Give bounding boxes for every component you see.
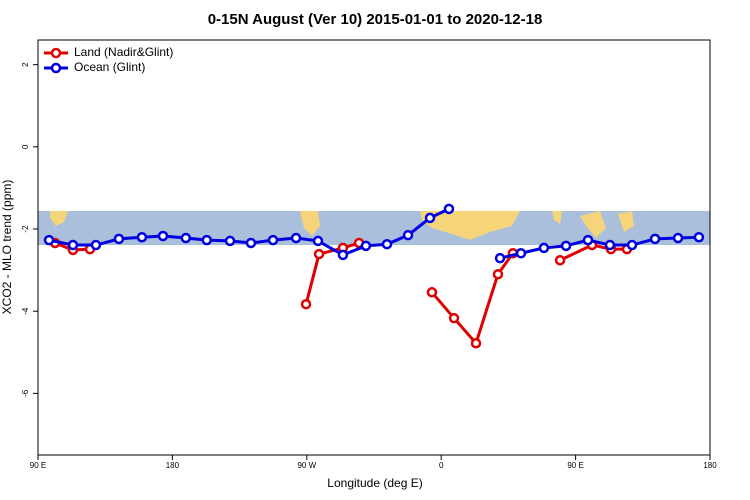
point xyxy=(113,233,125,245)
point xyxy=(381,238,393,250)
point xyxy=(224,235,236,247)
point xyxy=(136,231,148,243)
point xyxy=(201,234,212,246)
point xyxy=(43,234,55,246)
x-tick-label: 180 xyxy=(166,461,180,470)
y-tick-label: 2 xyxy=(21,62,30,67)
y-axis-label: XCO2 - MLO trend (ppm) xyxy=(0,180,14,315)
point xyxy=(267,234,279,246)
point xyxy=(157,230,169,242)
point xyxy=(494,252,506,264)
point xyxy=(693,231,705,243)
x-axis-label: Longitude (deg E) xyxy=(327,476,422,490)
point xyxy=(515,248,527,259)
x-tick-label: 90 E xyxy=(567,461,583,470)
point xyxy=(337,249,349,261)
point xyxy=(300,298,312,310)
y-tick-label: -4 xyxy=(21,307,30,315)
point xyxy=(360,240,372,252)
point xyxy=(67,239,79,251)
map-land xyxy=(580,211,606,238)
point xyxy=(560,240,572,252)
point xyxy=(470,337,482,349)
point xyxy=(90,239,102,251)
plot-frame xyxy=(37,39,711,456)
point xyxy=(649,233,661,245)
point xyxy=(424,212,436,224)
y-tick-label: -2 xyxy=(21,225,30,233)
legend-marker xyxy=(50,62,62,74)
map-band xyxy=(38,211,710,245)
point xyxy=(554,254,566,266)
point xyxy=(402,229,414,241)
point xyxy=(313,248,325,260)
x-tick-label: 180 xyxy=(703,461,717,470)
point xyxy=(626,239,638,251)
map-land xyxy=(552,211,562,224)
point xyxy=(180,232,192,244)
point xyxy=(492,268,504,280)
point xyxy=(604,239,616,251)
y-tick-label: -6 xyxy=(21,389,30,397)
y-tick-label: 0 xyxy=(21,144,30,149)
point xyxy=(426,287,438,298)
map-land xyxy=(420,211,520,240)
point xyxy=(245,237,257,249)
map-land xyxy=(50,211,68,226)
point xyxy=(443,203,455,215)
x-tick-label: 0 xyxy=(439,461,444,470)
point xyxy=(582,234,594,246)
x-tick-label: 90 E xyxy=(30,461,46,470)
point xyxy=(312,235,324,247)
point xyxy=(672,232,684,244)
point xyxy=(448,312,460,324)
chart-title: 0-15N August (Ver 10) 2015-01-01 to 2020… xyxy=(208,11,543,28)
point xyxy=(290,232,302,244)
legend-marker xyxy=(50,47,62,59)
map-land xyxy=(618,211,634,232)
map-land xyxy=(300,211,320,236)
x-tick-label: 90 W xyxy=(297,461,316,470)
legend-label: Land (Nadir&Glint) xyxy=(74,45,173,59)
legend-label: Ocean (Glint) xyxy=(74,60,145,74)
point xyxy=(538,242,550,254)
